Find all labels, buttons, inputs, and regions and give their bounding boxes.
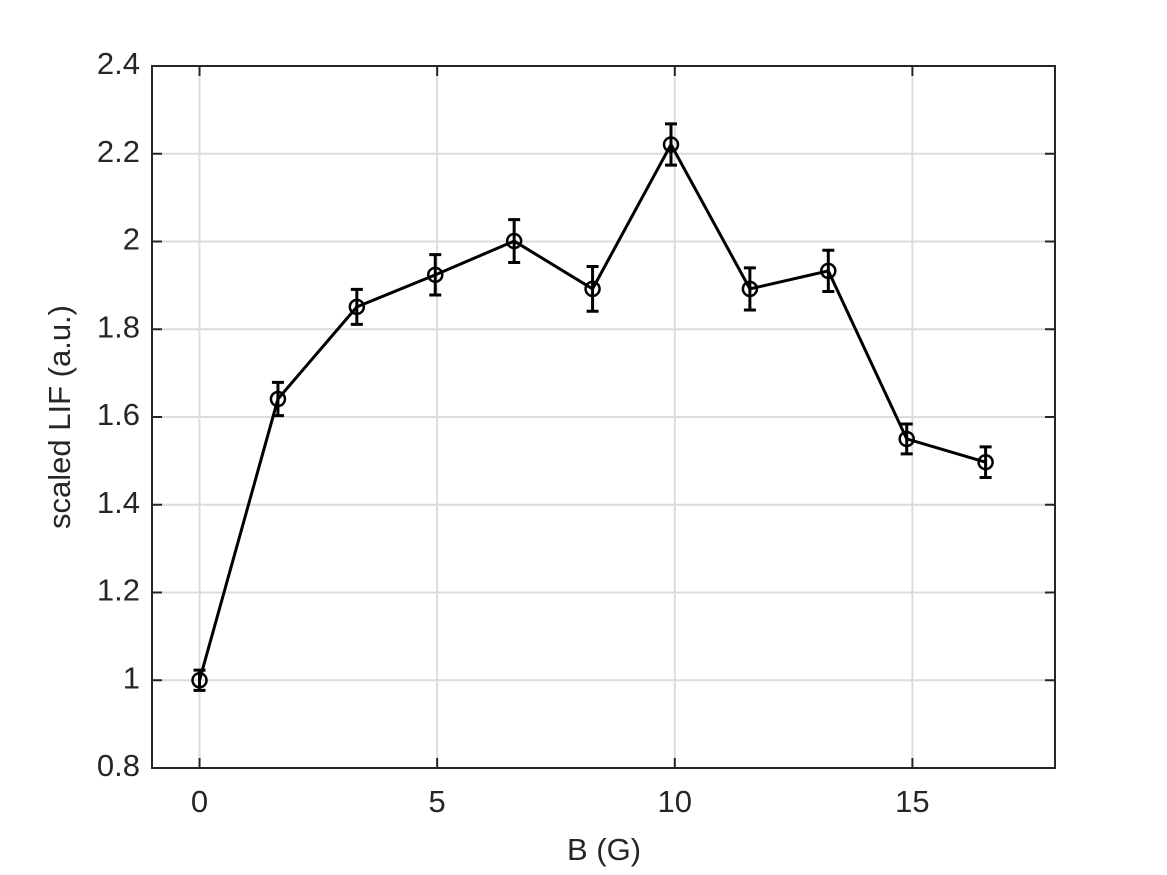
marker (741, 280, 759, 298)
x-tick-label: 5 (429, 784, 446, 819)
y-tick-label: 1.2 (97, 573, 140, 608)
marker (269, 390, 287, 408)
y-tick-label: 1.4 (97, 485, 140, 520)
error-bar (979, 445, 992, 480)
marker (191, 672, 208, 689)
y-tick-label: 1.8 (97, 309, 140, 344)
y-tick-label: 2.4 (97, 46, 140, 81)
y-tick-label: 1 (123, 660, 140, 695)
marker (348, 298, 366, 316)
marker (427, 266, 444, 284)
y-tick-label: 1.6 (97, 397, 140, 432)
x-axis-label: B (G) (567, 832, 641, 867)
x-tick-label: 0 (191, 784, 208, 819)
y-tick-label: 2.2 (97, 134, 140, 169)
error-bar (664, 122, 677, 167)
marker (977, 453, 994, 471)
error-bar (508, 218, 521, 265)
y-tick-label: 2 (123, 222, 140, 257)
error-bar (350, 287, 363, 326)
data-line (198, 141, 987, 681)
x-tick-label: 10 (658, 784, 692, 819)
error-bar (743, 266, 756, 312)
plot-frame (151, 65, 1056, 769)
x-tick-label: 15 (895, 784, 929, 819)
error-bar (586, 265, 599, 313)
marker (820, 262, 837, 280)
marker (505, 232, 523, 250)
marker (898, 430, 915, 448)
error-bar (822, 248, 835, 294)
marker (662, 136, 680, 153)
marker (584, 280, 601, 298)
error-bar (900, 422, 913, 456)
y-tick-label: 0.8 (97, 748, 140, 783)
error-bar (271, 380, 284, 418)
y-axis-label: scaled LIF (a.u.) (42, 305, 77, 529)
error-bar (429, 253, 442, 297)
